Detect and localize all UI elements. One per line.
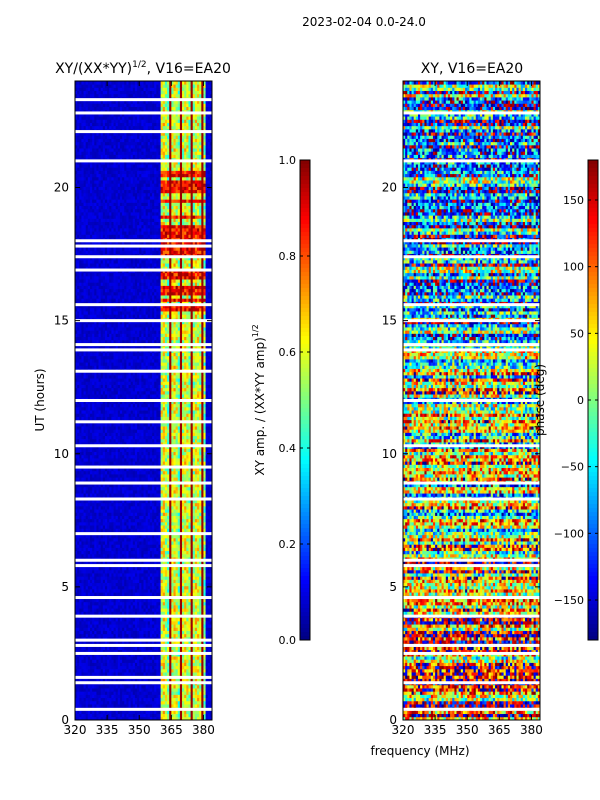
amplitude-panel: XY/(XX*YY)1/2, V16=EA20 320 335 350 365 3800… bbox=[33, 60, 231, 737]
amplitude-panel-title: XY/(XX*YY)1/2, V16=EA20 bbox=[55, 60, 231, 77]
figure-suptitle: 2023-02-04 0.0-24.0 bbox=[302, 15, 426, 29]
figure: 2023-02-04 0.0-24.0 XY/(XX*YY)1/2, V16=E… bbox=[0, 0, 600, 800]
amplitude-heatmap bbox=[75, 81, 212, 720]
